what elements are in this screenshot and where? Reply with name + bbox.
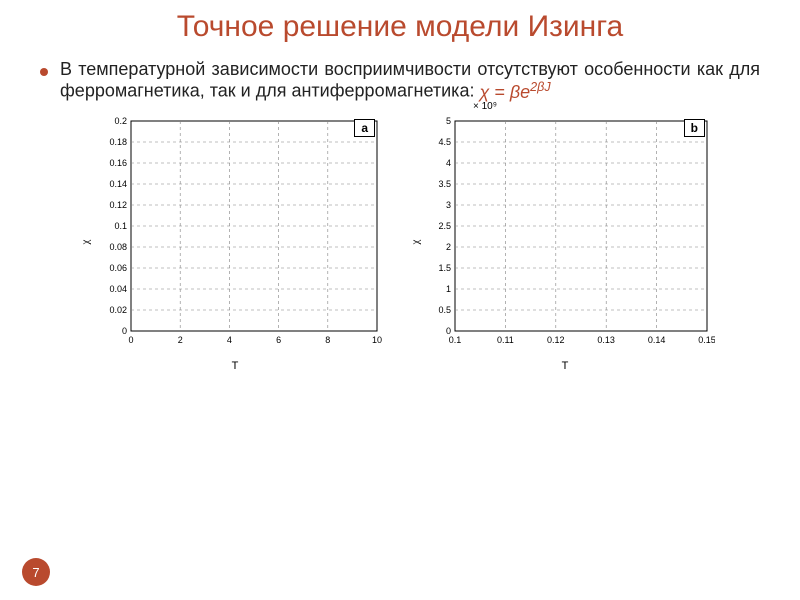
svg-text:0.06: 0.06 [109, 263, 127, 273]
svg-text:4.5: 4.5 [438, 137, 451, 147]
bullet-text-wrap: В температурной зависимости восприимчиво… [60, 59, 760, 103]
chart-a-ylabel: χ [79, 240, 91, 245]
svg-text:3.5: 3.5 [438, 179, 451, 189]
formula-base: χ = βe [479, 82, 530, 102]
svg-text:0.12: 0.12 [547, 335, 565, 345]
chart-b-xlabel: T [415, 360, 715, 372]
svg-text:0.04: 0.04 [109, 284, 127, 294]
chart-a-panel-label: a [354, 119, 375, 137]
svg-text:0.08: 0.08 [109, 242, 127, 252]
svg-text:0: 0 [128, 335, 133, 345]
chart-b-exponent: × 10⁹ [473, 101, 497, 112]
svg-text:0.18: 0.18 [109, 137, 127, 147]
chart-b: 0.1 0.11 0.12 0.13 0.14 0.15 0 0.5 1 1.5 2 2.5 3 3.5 4… [415, 113, 715, 353]
svg-text:0.13: 0.13 [597, 335, 615, 345]
svg-text:0.2: 0.2 [114, 116, 127, 126]
svg-text:0.14: 0.14 [648, 335, 666, 345]
svg-text:0.5: 0.5 [438, 305, 451, 315]
svg-text:6: 6 [276, 335, 281, 345]
chart-b-ylabel: χ [409, 240, 421, 245]
page-number-badge: 7 [22, 558, 50, 586]
svg-text:0.14: 0.14 [109, 179, 127, 189]
svg-text:4: 4 [446, 158, 451, 168]
svg-text:2: 2 [446, 242, 451, 252]
svg-text:4: 4 [227, 335, 232, 345]
svg-text:1.5: 1.5 [438, 263, 451, 273]
svg-text:0.11: 0.11 [497, 335, 514, 345]
bullet-icon [40, 68, 48, 76]
chart-a: 0 2 4 6 8 10 0 0.02 0.04 0.06 0.08 0.1 0.12 0.14 0.16 0… [85, 113, 385, 353]
svg-text:2.5: 2.5 [438, 221, 451, 231]
svg-text:0.02: 0.02 [109, 305, 127, 315]
svg-text:0.1: 0.1 [114, 221, 127, 231]
svg-text:0.12: 0.12 [109, 200, 127, 210]
svg-text:5: 5 [446, 116, 451, 126]
svg-text:0: 0 [122, 326, 127, 336]
svg-text:1: 1 [446, 284, 451, 294]
svg-text:3: 3 [446, 200, 451, 210]
slide: Точное решение модели Изинга В температу… [0, 0, 800, 600]
svg-text:0: 0 [446, 326, 451, 336]
svg-text:0.16: 0.16 [109, 158, 127, 168]
chart-a-wrap: χ 024681000.020.040.060.080.10.120.140.1… [85, 113, 385, 372]
chart-b-panel-label: b [684, 119, 705, 137]
svg-text:0.15: 0.15 [698, 335, 715, 345]
bullet-block: В температурной зависимости восприимчиво… [40, 59, 760, 103]
chart-b-wrap: × 10⁹ χ 0.10.110.120.130.140.1500.511.52… [415, 113, 715, 372]
formula-exp: 2βJ [530, 80, 551, 94]
charts-row: χ 024681000.020.040.060.080.10.120.140.1… [40, 113, 760, 372]
slide-title: Точное решение модели Изинга [40, 10, 760, 45]
svg-text:0.1: 0.1 [449, 335, 462, 345]
svg-text:2: 2 [178, 335, 183, 345]
formula: χ = βe2βJ [479, 80, 550, 103]
svg-text:8: 8 [325, 335, 330, 345]
svg-text:10: 10 [372, 335, 382, 345]
bullet-text: В температурной зависимости восприимчиво… [60, 59, 760, 100]
chart-a-xlabel: T [85, 360, 385, 372]
page-number: 7 [32, 565, 39, 580]
